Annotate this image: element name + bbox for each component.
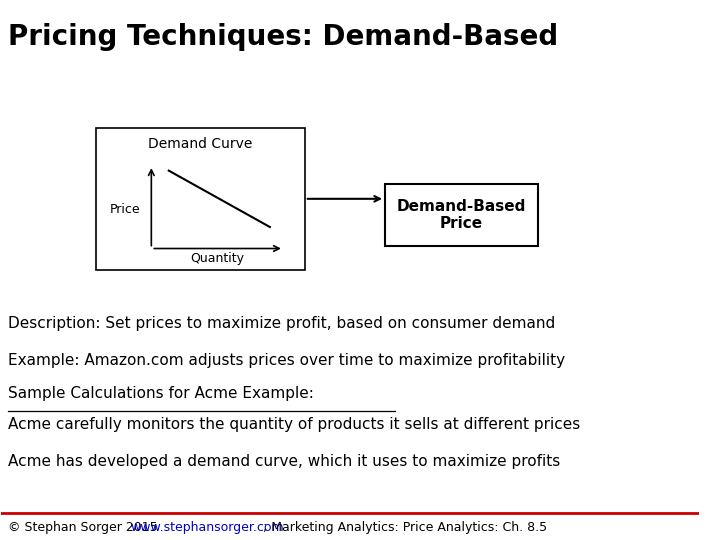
Text: Description: Set prices to maximize profit, based on consumer demand: Description: Set prices to maximize prof… xyxy=(9,316,556,330)
FancyBboxPatch shape xyxy=(385,184,539,246)
Text: Example: Amazon.com adjusts prices over time to maximize profitability: Example: Amazon.com adjusts prices over … xyxy=(9,353,565,368)
Text: Pricing Techniques: Demand-Based: Pricing Techniques: Demand-Based xyxy=(9,23,559,51)
Text: Demand Curve: Demand Curve xyxy=(148,137,252,151)
FancyBboxPatch shape xyxy=(96,127,305,270)
Text: ; Marketing Analytics: Price Analytics: Ch. 8.5: ; Marketing Analytics: Price Analytics: … xyxy=(263,522,547,535)
Text: Sample Calculations for Acme Example:: Sample Calculations for Acme Example: xyxy=(9,386,314,401)
Text: www.stephansorger.com: www.stephansorger.com xyxy=(130,522,284,535)
Text: Acme carefully monitors the quantity of products it sells at different prices: Acme carefully monitors the quantity of … xyxy=(9,417,580,431)
Text: Price: Price xyxy=(109,203,140,216)
Text: Quantity: Quantity xyxy=(191,252,245,265)
Text: Demand-Based
Price: Demand-Based Price xyxy=(397,199,526,231)
Text: Acme has developed a demand curve, which it uses to maximize profits: Acme has developed a demand curve, which… xyxy=(9,454,561,469)
Text: © Stephan Sorger 2015: © Stephan Sorger 2015 xyxy=(9,522,162,535)
